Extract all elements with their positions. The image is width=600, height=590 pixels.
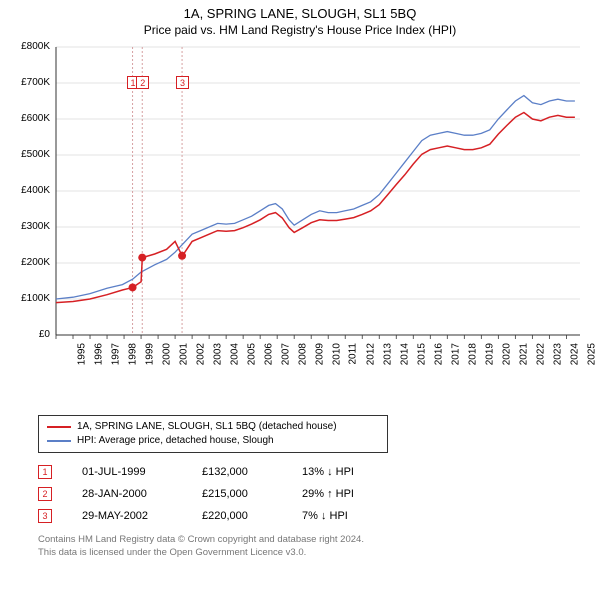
- event-price: £132,000: [202, 461, 302, 483]
- page-root: 1A, SPRING LANE, SLOUGH, SL1 5BQ Price p…: [0, 0, 600, 590]
- x-tick-label: 2008: [297, 343, 308, 365]
- footer-line2: This data is licensed under the Open Gov…: [38, 546, 600, 559]
- event-badge: 2: [38, 487, 52, 501]
- legend-row: 1A, SPRING LANE, SLOUGH, SL1 5BQ (detach…: [47, 420, 379, 434]
- event-price: £215,000: [202, 483, 302, 505]
- y-tick-label: £0: [14, 329, 50, 340]
- x-tick-label: 2022: [536, 343, 547, 365]
- x-tick-label: 2007: [280, 343, 291, 365]
- event-badge: 1: [38, 465, 52, 479]
- y-tick-label: £700K: [14, 77, 50, 88]
- legend-label: 1A, SPRING LANE, SLOUGH, SL1 5BQ (detach…: [77, 420, 337, 434]
- chart-subtitle: Price paid vs. HM Land Registry's House …: [0, 21, 600, 41]
- x-tick-label: 2019: [485, 343, 496, 365]
- y-tick-label: £400K: [14, 185, 50, 196]
- event-delta: 13% ↓ HPI: [302, 461, 402, 483]
- y-tick-label: £800K: [14, 41, 50, 52]
- event-delta: 29% ↑ HPI: [302, 483, 402, 505]
- x-tick-label: 2013: [382, 343, 393, 365]
- event-date: 29-MAY-2002: [82, 505, 202, 527]
- event-row: 3 29-MAY-2002£220,0007% ↓ HPI: [38, 505, 600, 527]
- y-tick-label: £500K: [14, 149, 50, 160]
- footer-line1: Contains HM Land Registry data © Crown c…: [38, 533, 600, 546]
- x-tick-label: 1997: [110, 343, 121, 365]
- x-tick-label: 2010: [331, 343, 342, 365]
- legend: 1A, SPRING LANE, SLOUGH, SL1 5BQ (detach…: [38, 415, 388, 453]
- legend-label: HPI: Average price, detached house, Slou…: [77, 434, 274, 448]
- event-badge: 3: [38, 509, 52, 523]
- x-tick-label: 2005: [246, 343, 257, 365]
- x-tick-label: 2004: [229, 343, 240, 365]
- chart-title: 1A, SPRING LANE, SLOUGH, SL1 5BQ: [0, 0, 600, 21]
- y-tick-label: £100K: [14, 293, 50, 304]
- x-tick-label: 2018: [468, 343, 479, 365]
- chart-marker-badge: 2: [136, 76, 149, 89]
- y-tick-label: £300K: [14, 221, 50, 232]
- event-row: 2 28-JAN-2000£215,00029% ↑ HPI: [38, 483, 600, 505]
- x-tick-label: 2011: [348, 343, 359, 365]
- event-table: 1 01-JUL-1999£132,00013% ↓ HPI 2 28-JAN-200…: [38, 461, 600, 527]
- x-tick-label: 2001: [178, 343, 189, 365]
- x-tick-label: 2017: [451, 343, 462, 365]
- legend-row: HPI: Average price, detached house, Slou…: [47, 434, 379, 448]
- legend-swatch: [47, 440, 71, 442]
- x-tick-label: 2015: [417, 343, 428, 365]
- footer-attribution: Contains HM Land Registry data © Crown c…: [38, 533, 600, 559]
- x-tick-label: 2025: [587, 343, 598, 365]
- event-delta: 7% ↓ HPI: [302, 505, 402, 527]
- event-price: £220,000: [202, 505, 302, 527]
- chart-svg: [12, 41, 588, 371]
- x-tick-label: 2002: [195, 343, 206, 365]
- chart-marker-badge: 3: [176, 76, 189, 89]
- y-tick-label: £600K: [14, 113, 50, 124]
- x-tick-label: 2000: [161, 343, 172, 365]
- x-tick-label: 1995: [76, 343, 87, 365]
- legend-swatch: [47, 426, 71, 428]
- x-tick-label: 2012: [365, 343, 376, 365]
- x-tick-label: 2020: [502, 343, 513, 365]
- x-tick-label: 2014: [399, 343, 410, 365]
- x-tick-label: 2009: [314, 343, 325, 365]
- x-tick-label: 1996: [93, 343, 104, 365]
- event-date: 28-JAN-2000: [82, 483, 202, 505]
- x-tick-label: 2024: [570, 343, 581, 365]
- x-tick-label: 2016: [434, 343, 445, 365]
- x-tick-label: 1999: [144, 343, 155, 365]
- y-tick-label: £200K: [14, 257, 50, 268]
- x-tick-label: 2021: [519, 343, 530, 365]
- x-tick-label: 2006: [263, 343, 274, 365]
- event-date: 01-JUL-1999: [82, 461, 202, 483]
- event-row: 1 01-JUL-1999£132,00013% ↓ HPI: [38, 461, 600, 483]
- x-tick-label: 1998: [127, 343, 138, 365]
- x-tick-label: 2003: [212, 343, 223, 365]
- x-tick-label: 2023: [553, 343, 564, 365]
- chart-area: 123£0£100K£200K£300K£400K£500K£600K£700K…: [12, 41, 588, 407]
